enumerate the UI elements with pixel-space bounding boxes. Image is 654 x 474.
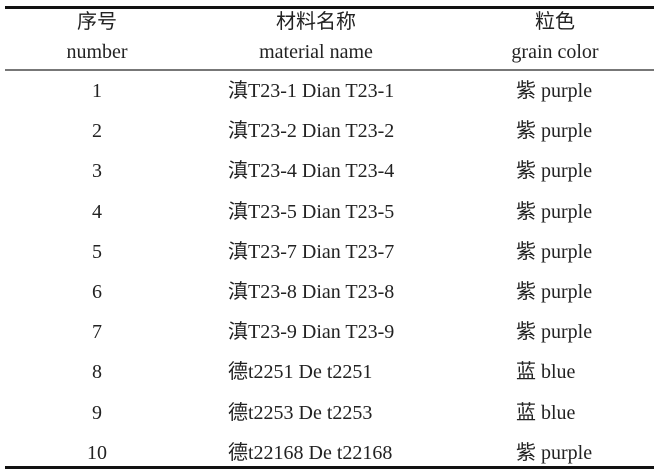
cell-material: 滇T23-4 Dian T23-4 <box>228 160 395 183</box>
cell-material: 滇T23-1 Dian T23-1 <box>228 80 395 102</box>
header-color-zh: 粒色 <box>535 11 575 33</box>
cell-material: 滇T23-5 Dian T23-5 <box>228 200 395 223</box>
cell-number: 1 <box>92 80 102 102</box>
cell-color: 紫 purple <box>516 80 593 102</box>
header-material-zh: 材料名称 <box>276 11 356 33</box>
cell-color: 紫 purple <box>516 281 593 303</box>
cell-color: 紫 purple <box>516 441 593 464</box>
cell-color: 紫 purple <box>516 160 593 183</box>
cell-number: 8 <box>92 361 102 384</box>
cell-number: 4 <box>92 200 102 223</box>
cell-color: 紫 purple <box>516 120 593 143</box>
cell-number: 3 <box>92 160 102 183</box>
cell-number: 9 <box>92 401 102 424</box>
cell-material: 德t2253 De t2253 <box>228 401 373 424</box>
cell-color: 紫 purple <box>516 200 593 223</box>
cell-number: 6 <box>92 281 102 303</box>
header-number-en: number <box>66 41 128 63</box>
cell-color: 蓝 blue <box>516 361 576 384</box>
cell-number: 7 <box>92 321 102 344</box>
cell-material: 滇T23-9 Dian T23-9 <box>228 321 395 344</box>
bottom-rule <box>5 466 654 469</box>
header-number-zh: 序号 <box>77 11 117 33</box>
cell-color: 蓝 blue <box>516 401 576 424</box>
cell-material: 滇T23-7 Dian T23-7 <box>228 240 395 263</box>
cell-material: 滇T23-8 Dian T23-8 <box>228 281 395 303</box>
header-color-en: grain color <box>511 41 599 63</box>
cell-material: 滇T23-2 Dian T23-2 <box>228 120 395 143</box>
cell-number: 5 <box>92 240 102 263</box>
top-rule <box>5 6 654 9</box>
header-rule <box>5 69 654 71</box>
header-material-en: material name <box>259 41 373 63</box>
cell-number: 2 <box>92 120 102 143</box>
cell-material: 德t22168 De t22168 <box>228 441 393 464</box>
cell-number: 10 <box>87 441 107 464</box>
cell-material: 德t2251 De t2251 <box>228 361 373 384</box>
cell-color: 紫 purple <box>516 240 593 263</box>
cell-color: 紫 purple <box>516 321 593 344</box>
